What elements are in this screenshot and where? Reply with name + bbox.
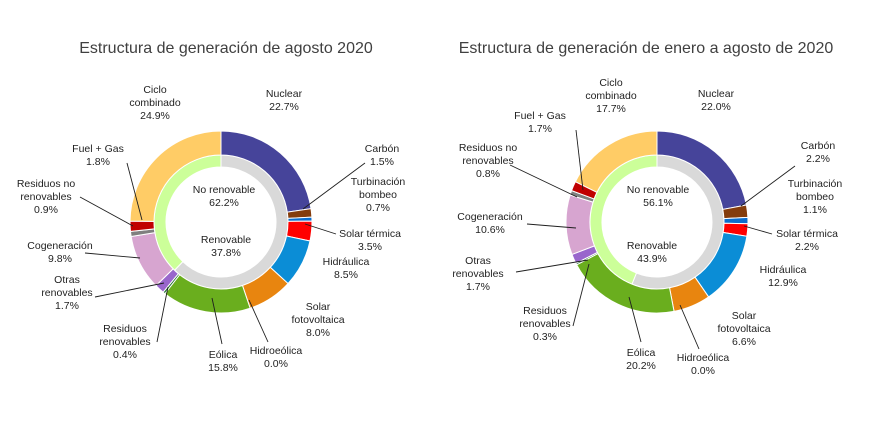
leader-line-carbon	[740, 165, 796, 207]
leader-line-otras-renovables	[94, 282, 165, 298]
inner-label-no-renovable: No renovable 62.2%	[193, 184, 256, 209]
outer-label-turbinacion-bombeo: Turbinación bombeo 0.7%	[351, 176, 406, 214]
leader-line-residuos-no-renovables	[79, 196, 134, 227]
outer-label-nuclear: Nuclear 22.7%	[266, 88, 303, 113]
outer-label-hidraulica: Hidráulica 12.9%	[760, 264, 807, 289]
leader-line-hidroeolica	[248, 299, 269, 343]
outer-label-hidroeolica: Hidroeólica 0.0%	[677, 352, 730, 377]
outer-label-solar-termica: Solar térmica 3.5%	[339, 228, 401, 253]
outer-slice-cogeneracion	[565, 194, 596, 256]
outer-label-residuos-no-renovables: Residuos no renovables 0.8%	[459, 142, 518, 180]
leader-line-residuos-no-renovables	[509, 164, 578, 198]
outer-label-solar-termica: Solar térmica 2.2%	[776, 228, 838, 253]
outer-label-solar-fotovoltaica: Solar fotovoltaica 8.0%	[291, 301, 344, 339]
outer-label-residuos-no-renovables: Residuos no renovables 0.9%	[17, 178, 76, 216]
outer-slice-ciclo-combinado	[129, 130, 222, 222]
outer-label-ciclo-combinado: Ciclo combinado 17.7%	[585, 77, 637, 115]
outer-label-hidroeolica: Hidroeólica 0.0%	[250, 345, 303, 370]
outer-label-otras-renovables: Otras renovables 1.7%	[452, 255, 503, 293]
outer-slice-ciclo-combinado	[574, 130, 658, 194]
leader-line-solar-termica	[304, 223, 337, 235]
leader-line-residuos-renovables	[572, 263, 590, 327]
outer-label-hidraulica: Hidráulica 8.5%	[323, 256, 370, 281]
outer-slice-turbinacion-bombeo	[723, 216, 749, 225]
leader-line-solar-termica	[743, 225, 773, 235]
outer-label-nuclear: Nuclear 22.0%	[698, 88, 735, 113]
outer-label-fuel-gas: Fuel + Gas 1.7%	[514, 110, 566, 135]
outer-label-carbon: Carbón 1.5%	[365, 143, 400, 168]
inner-label-no-renovable: No renovable 56.1%	[627, 184, 690, 209]
outer-label-eolica: Eólica 20.2%	[626, 347, 656, 372]
donut-chart-august: No renovable 62.2% Renovable 37.8% Nuclear 22…	[17, 84, 406, 374]
outer-label-ciclo-combinado: Ciclo combinado 24.9%	[129, 84, 181, 122]
outer-label-residuos-renovables: Residuos renovables 0.3%	[519, 305, 570, 343]
leader-line-fuel-gas	[126, 162, 143, 221]
donut-chart-jan-aug: No renovable 56.1% Renovable 43.9% Nuclear 22…	[452, 77, 842, 377]
leader-line-eolica	[628, 296, 642, 343]
leader-line-cogeneracion	[526, 223, 577, 229]
outer-label-fuel-gas: Fuel + Gas 1.8%	[72, 143, 124, 168]
leader-line-carbon	[302, 162, 366, 210]
outer-label-eolica: Eólica 15.8%	[208, 349, 238, 374]
leader-line-cogeneracion	[84, 252, 141, 259]
leader-line-otras-renovables	[515, 259, 589, 273]
outer-label-cogeneracion: Cogeneración 10.6%	[457, 211, 523, 236]
chart-title-jan-aug: Estructura de generación de enero a agos…	[459, 40, 834, 57]
leader-line-residuos-renovables	[156, 286, 169, 343]
leader-line-eolica	[211, 297, 223, 345]
leader-line-hidroeolica	[679, 304, 700, 350]
outer-label-solar-fotovoltaica: Solar fotovoltaica 6.6%	[717, 310, 770, 348]
outer-label-otras-renovables: Otras renovables 1.7%	[41, 274, 92, 312]
leader-line-fuel-gas	[575, 129, 584, 191]
outer-label-residuos-renovables: Residuos renovables 0.4%	[99, 323, 150, 361]
chart-title-august: Estructura de generación de agosto 2020	[79, 40, 373, 57]
outer-label-carbon: Carbón 2.2%	[801, 140, 836, 165]
outer-label-cogeneracion: Cogeneración 9.8%	[27, 240, 93, 265]
outer-label-turbinacion-bombeo: Turbinación bombeo 1.1%	[788, 178, 843, 216]
inner-label-renovable: Renovable 37.8%	[201, 234, 251, 259]
inner-label-renovable: Renovable 43.9%	[627, 240, 677, 265]
